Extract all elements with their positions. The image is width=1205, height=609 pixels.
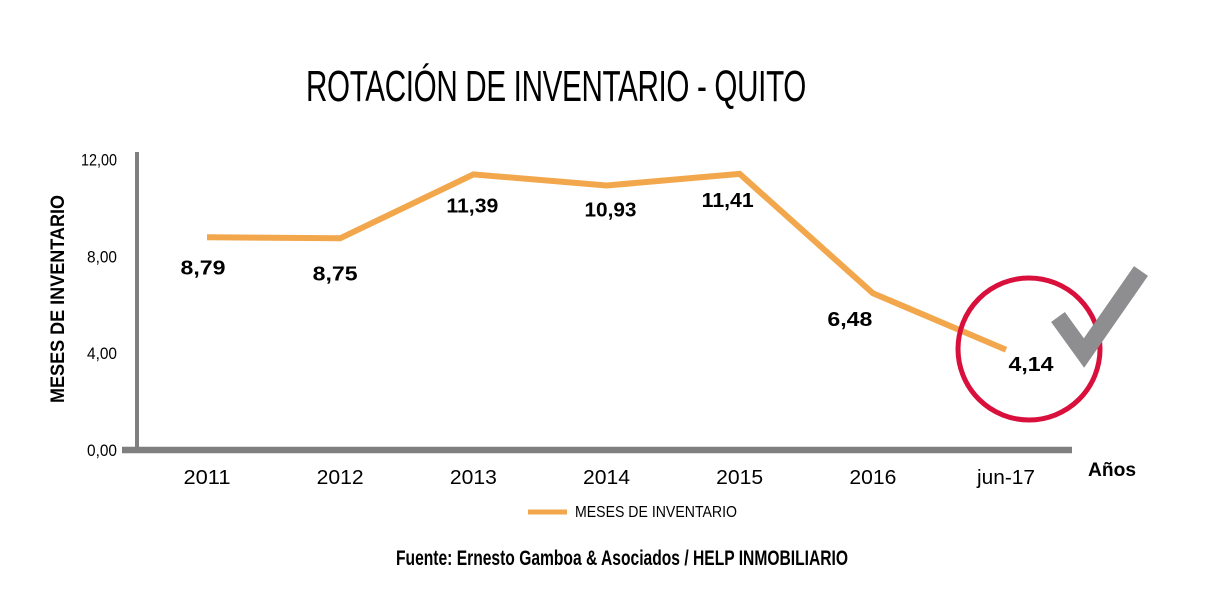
x-axis-category-labels: 2011 2012 2013 2014 2015 2016 jun-17: [184, 467, 1036, 489]
series-line: [206, 170, 1008, 353]
x-category-label: 2013: [450, 467, 497, 489]
y-tick-label: 12,00: [81, 151, 117, 170]
check-icon: [1051, 266, 1148, 368]
data-point-label: 4,14: [1009, 354, 1055, 376]
data-point-label: 10,93: [585, 199, 637, 221]
data-point-label: 8,79: [181, 257, 226, 279]
chart-title: ROTACIÓN DE INVENTARIO - QUITO: [306, 62, 806, 111]
x-category-label: 2016: [849, 467, 896, 489]
data-point-label: 8,75: [313, 263, 358, 285]
data-point-labels: 8,79 8,75 11,39 10,93 11,41 6,48 4,14: [181, 190, 1055, 376]
legend-label: MESES DE INVENTARIO: [575, 504, 737, 521]
data-point-label: 11,39: [446, 195, 498, 217]
x-category-label: 2012: [317, 467, 364, 489]
x-category-label: jun-17: [976, 467, 1035, 489]
data-point-label: 11,41: [702, 190, 754, 212]
legend: MESES DE INVENTARIO: [528, 504, 737, 521]
y-axis-title: MESES DE INVENTARIO: [48, 195, 69, 403]
highlight-circle-annotation: [955, 275, 1103, 423]
x-category-label: 2015: [716, 467, 763, 489]
x-category-label: 2014: [583, 467, 630, 489]
data-point-label: 6,48: [827, 309, 872, 331]
x-category-label: 2011: [184, 467, 231, 489]
x-axis-title: Años: [1088, 460, 1136, 481]
y-tick-label: 4,00: [87, 344, 117, 363]
y-tick-label: 0,00: [87, 441, 117, 460]
source-caption: Fuente: Ernesto Gamboa & Asociados / HEL…: [396, 547, 848, 570]
y-axis-tick-labels: 0,00 4,00 8,00 12,00: [81, 151, 117, 460]
y-tick-label: 8,00: [87, 247, 117, 266]
